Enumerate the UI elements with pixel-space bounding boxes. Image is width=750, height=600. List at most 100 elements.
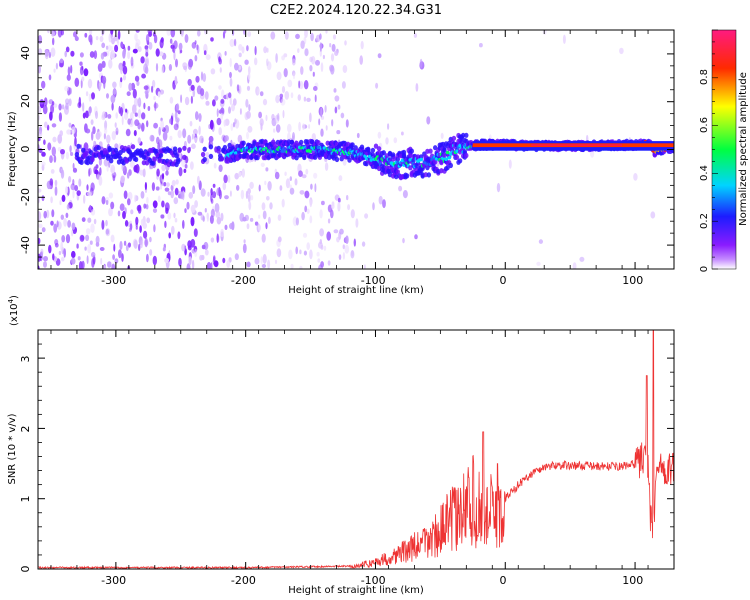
noise-mark — [43, 139, 46, 145]
noise-mark — [345, 119, 349, 128]
noise-mark — [316, 251, 320, 257]
noise-mark — [120, 175, 125, 184]
noise-mark — [187, 245, 192, 251]
noise-mark — [281, 198, 285, 208]
noise-mark — [162, 247, 166, 252]
noise-mark — [284, 31, 289, 40]
noise-mark — [331, 201, 335, 207]
noise-mark — [182, 219, 185, 229]
ridge-outer-mark — [96, 145, 101, 151]
ridge-outer-mark — [425, 148, 430, 154]
noise-mark — [79, 234, 85, 242]
noise-mark — [347, 204, 351, 211]
spectrogram-ytick-label: 40 — [19, 46, 32, 60]
ridge-outer-mark — [151, 160, 156, 166]
noise-mark — [288, 249, 293, 260]
noise-mark — [321, 200, 325, 206]
noise-mark — [122, 74, 127, 81]
noise-mark — [135, 30, 140, 33]
noise-mark — [197, 175, 200, 185]
noise-mark — [194, 200, 199, 208]
noise-mark — [619, 47, 624, 55]
noise-mark — [184, 34, 189, 43]
ridge-outer-mark — [154, 148, 159, 154]
noise-mark — [175, 117, 180, 123]
noise-mark — [165, 207, 169, 214]
noise-mark — [319, 209, 323, 219]
noise-mark — [254, 45, 257, 56]
noise-mark — [132, 48, 138, 54]
noise-mark — [118, 249, 122, 259]
noise-mark — [289, 176, 292, 182]
noise-mark — [562, 34, 566, 44]
ridge-outer-mark — [200, 151, 206, 158]
noise-mark — [239, 212, 245, 222]
noise-mark — [98, 81, 102, 88]
noise-mark — [363, 264, 366, 269]
noise-mark — [320, 62, 324, 73]
snr-ytick-label: 2 — [19, 426, 32, 433]
noise-mark — [338, 175, 343, 182]
noise-mark — [107, 261, 112, 268]
noise-mark — [220, 98, 225, 104]
noise-mark — [229, 77, 233, 87]
noise-mark — [184, 164, 188, 169]
ridge-core-mark — [368, 154, 372, 159]
noise-mark — [38, 237, 41, 245]
noise-mark — [137, 46, 142, 53]
noise-mark — [309, 56, 313, 63]
noise-mark — [91, 131, 94, 141]
noise-mark — [199, 135, 204, 144]
ridge-outer-mark — [376, 146, 382, 152]
noise-mark — [333, 229, 339, 234]
ridge-outer-mark — [373, 143, 379, 149]
noise-mark — [66, 129, 72, 135]
noise-mark — [137, 204, 142, 214]
noise-mark — [315, 59, 320, 66]
noise-mark — [266, 196, 270, 201]
noise-mark — [280, 98, 286, 106]
noise-mark — [59, 200, 62, 206]
noise-mark — [108, 59, 113, 69]
noise-mark — [260, 122, 263, 131]
noise-mark — [291, 58, 296, 66]
noise-mark — [536, 261, 541, 266]
noise-mark — [61, 235, 66, 243]
noise-mark — [295, 217, 299, 226]
noise-mark — [382, 199, 386, 209]
noise-mark — [342, 65, 348, 73]
noise-mark — [60, 256, 65, 262]
noise-mark — [295, 246, 299, 255]
noise-mark — [210, 262, 213, 269]
noise-mark — [402, 237, 405, 244]
noise-mark — [72, 179, 75, 186]
noise-mark — [46, 124, 50, 131]
noise-mark — [151, 85, 154, 93]
noise-mark — [125, 128, 131, 137]
noise-mark — [261, 264, 267, 268]
noise-mark — [260, 162, 265, 167]
noise-mark — [63, 248, 66, 258]
noise-mark — [310, 183, 313, 190]
noise-mark — [65, 151, 69, 160]
noise-mark — [176, 103, 180, 111]
noise-mark — [47, 30, 50, 34]
noise-mark — [70, 152, 74, 156]
noise-mark — [268, 216, 271, 224]
noise-mark — [243, 30, 246, 35]
noise-mark — [248, 66, 251, 75]
noise-mark — [243, 239, 246, 244]
noise-mark — [65, 234, 71, 244]
noise-mark — [240, 189, 245, 200]
noise-mark — [234, 118, 237, 125]
noise-mark — [173, 51, 176, 61]
noise-mark — [98, 157, 102, 166]
noise-mark — [70, 257, 76, 265]
noise-mark — [118, 143, 122, 153]
noise-mark — [180, 186, 186, 193]
noise-mark — [153, 224, 156, 233]
noise-mark — [85, 234, 90, 241]
noise-mark — [413, 33, 417, 38]
noise-mark — [58, 250, 62, 256]
noise-mark — [205, 152, 210, 158]
